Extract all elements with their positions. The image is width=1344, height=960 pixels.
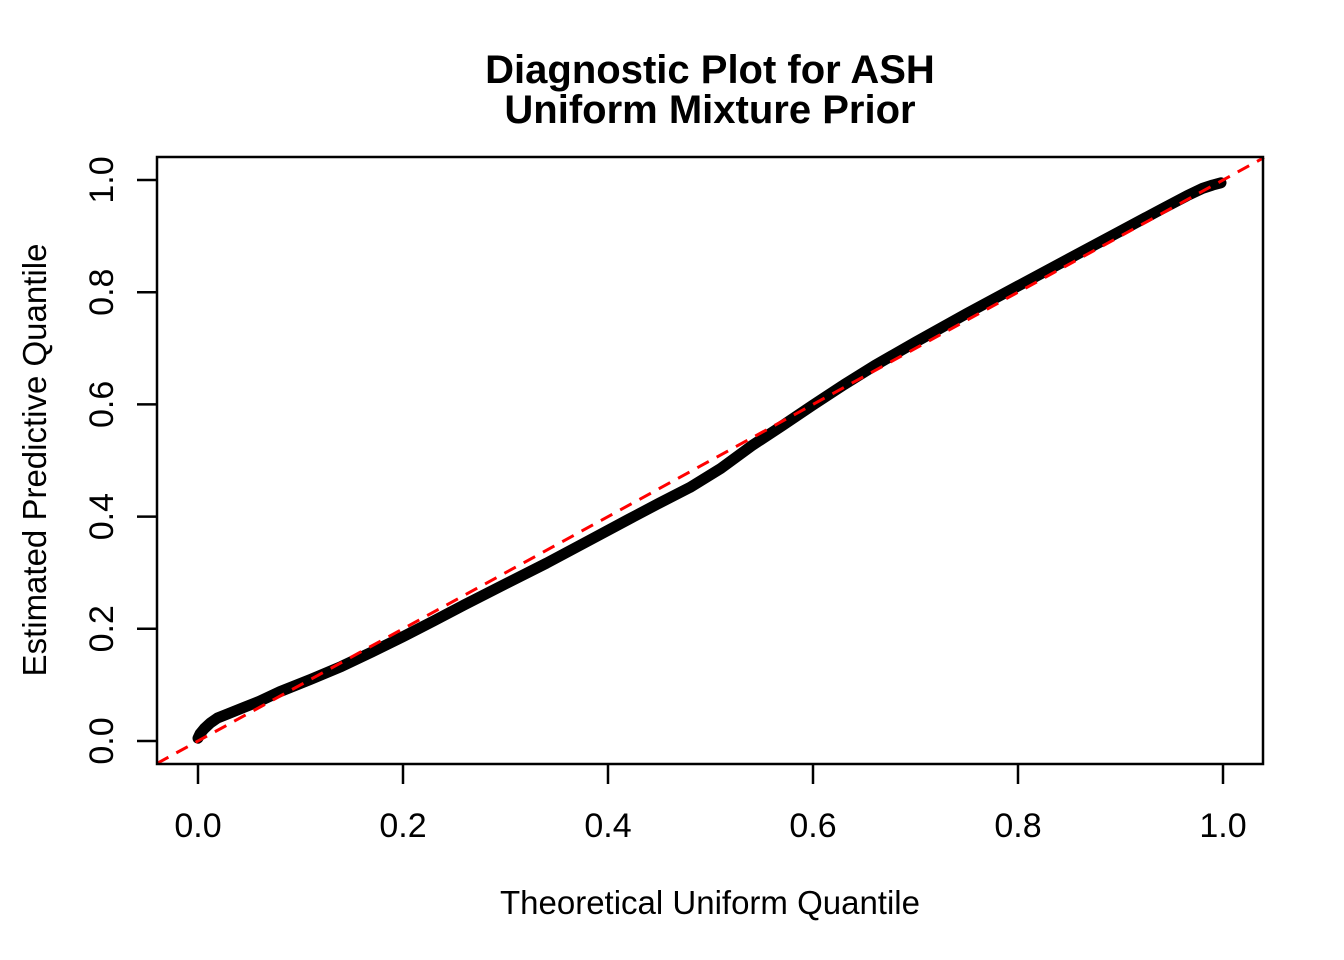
plot-box: [155, 155, 1265, 766]
y-tick-label: 1.0: [83, 156, 121, 203]
chart-title-line2: Uniform Mixture Prior: [504, 88, 915, 132]
y-tick-label: 0.0: [83, 717, 121, 764]
y-axis-title: Estimated Predictive Quantile: [16, 244, 53, 677]
chart-title-line1: Diagnostic Plot for ASH: [485, 48, 935, 92]
y-tick-label: 0.6: [83, 381, 121, 428]
reference-line: [156, 156, 1265, 765]
x-tick-label: 0.8: [994, 807, 1041, 845]
y-tick-label: 0.8: [83, 269, 121, 316]
x-tick-label: 1.0: [1199, 807, 1246, 845]
x-tick-label: 0.2: [379, 807, 426, 845]
y-tick-label: 0.2: [83, 605, 121, 652]
x-axis-title: Theoretical Uniform Quantile: [500, 884, 920, 921]
plot-area: 0.0 0.2 0.4 0.6 0.8 1.0 0.0 0.2 0.4 0.6 0.8 1.0: [83, 155, 1265, 845]
x-tick-label: 0.4: [584, 807, 631, 845]
x-tick-label: 0.0: [174, 807, 221, 845]
y-tick-label: 0.4: [83, 493, 121, 540]
x-tick-label: 0.6: [789, 807, 836, 845]
qq-curve: [192, 177, 1227, 744]
